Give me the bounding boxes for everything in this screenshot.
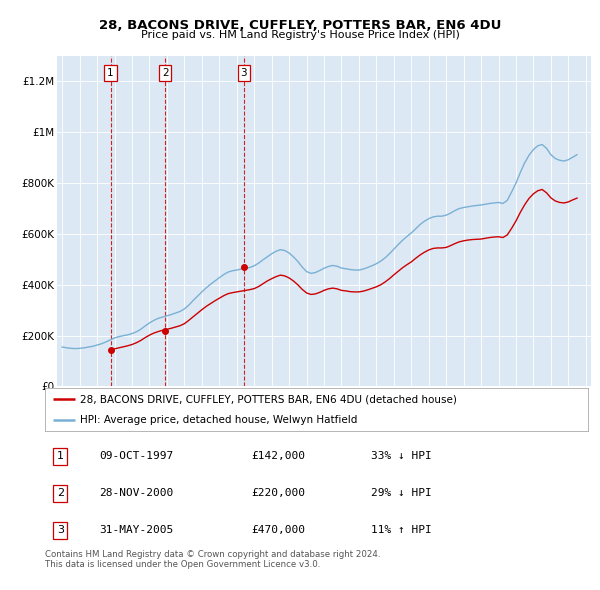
- Text: HPI: Average price, detached house, Welwyn Hatfield: HPI: Average price, detached house, Welw…: [80, 415, 358, 425]
- Text: 2: 2: [162, 68, 169, 78]
- Text: 28, BACONS DRIVE, CUFFLEY, POTTERS BAR, EN6 4DU (detached house): 28, BACONS DRIVE, CUFFLEY, POTTERS BAR, …: [80, 394, 457, 404]
- Text: Price paid vs. HM Land Registry's House Price Index (HPI): Price paid vs. HM Land Registry's House …: [140, 30, 460, 40]
- Text: 09-OCT-1997: 09-OCT-1997: [100, 451, 173, 461]
- Text: 3: 3: [241, 68, 247, 78]
- Text: £142,000: £142,000: [251, 451, 305, 461]
- Text: 28, BACONS DRIVE, CUFFLEY, POTTERS BAR, EN6 4DU: 28, BACONS DRIVE, CUFFLEY, POTTERS BAR, …: [99, 19, 501, 32]
- Text: 11% ↑ HPI: 11% ↑ HPI: [371, 525, 431, 535]
- Text: 1: 1: [57, 451, 64, 461]
- Text: £220,000: £220,000: [251, 488, 305, 498]
- Text: 31-MAY-2005: 31-MAY-2005: [100, 525, 173, 535]
- Text: 1: 1: [107, 68, 114, 78]
- Text: 29% ↓ HPI: 29% ↓ HPI: [371, 488, 431, 498]
- Text: £470,000: £470,000: [251, 525, 305, 535]
- Text: 3: 3: [57, 525, 64, 535]
- Text: 2: 2: [56, 488, 64, 498]
- Text: Contains HM Land Registry data © Crown copyright and database right 2024.
This d: Contains HM Land Registry data © Crown c…: [45, 550, 380, 569]
- Text: 33% ↓ HPI: 33% ↓ HPI: [371, 451, 431, 461]
- Text: 28-NOV-2000: 28-NOV-2000: [100, 488, 173, 498]
